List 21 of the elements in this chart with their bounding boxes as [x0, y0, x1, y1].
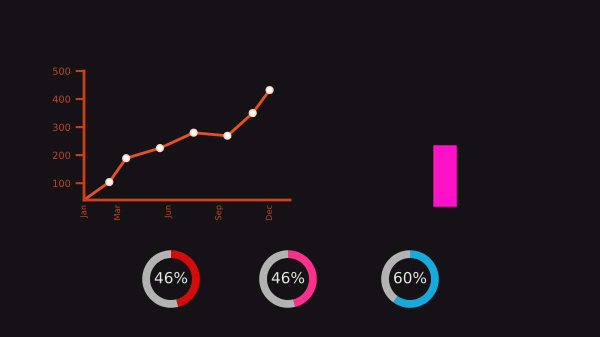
x-tick-label: Dec [266, 205, 272, 220]
x-tick-label: Mar [114, 204, 120, 220]
point [190, 128, 198, 137]
point [156, 144, 164, 152]
y-tick-label: 500 [53, 67, 70, 75]
point [122, 154, 130, 162]
data-label: 60% [394, 272, 426, 284]
y-tick-label: 100 [53, 180, 70, 188]
point [248, 108, 257, 118]
data-label: 46% [154, 272, 188, 284]
y-tick-label: 200 [52, 152, 70, 159]
point [265, 86, 274, 94]
point [105, 178, 114, 186]
x-tick-label: Sep [215, 205, 224, 220]
y-tick-label: 400 [52, 96, 70, 103]
x-tick-label: Jan [80, 206, 88, 218]
point [223, 132, 232, 140]
y-tick-label: 300 [52, 124, 70, 131]
donut-slice [393, 250, 439, 308]
x-tick-label: Jun [164, 206, 172, 218]
data-label: 46% [272, 272, 304, 284]
